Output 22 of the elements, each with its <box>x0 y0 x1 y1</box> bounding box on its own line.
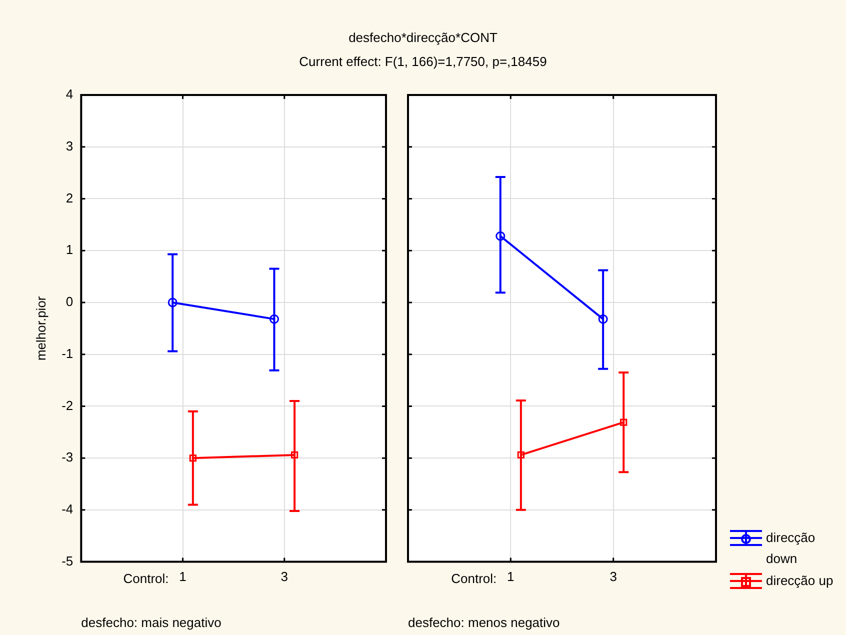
text: Control: <box>123 570 169 586</box>
y-tick-label: -5 <box>62 553 74 568</box>
y-tick-label: 3 <box>66 138 74 154</box>
y-axis-title: melhor.pior <box>33 296 48 361</box>
x-tick-label: 3 <box>610 569 617 584</box>
x-tick-label: 1 <box>507 569 514 584</box>
x-tick-label: 3 <box>280 569 288 584</box>
x-axis-title: desfecho: mais negativo <box>81 614 222 630</box>
text: desfecho*direcção*CONT <box>348 30 498 45</box>
y-tick-label: -2 <box>62 398 74 413</box>
x-axis-title: desfecho: menos negativo <box>408 614 560 630</box>
y-tick-label: -1 <box>62 346 74 361</box>
y-tick-label: -3 <box>62 450 74 465</box>
y-tick-label: 2 <box>66 190 74 206</box>
legend-label: direcção up <box>766 572 834 590</box>
text: Current effect: F(1, 166)=1,7750, p=,18459 <box>298 54 548 69</box>
y-tick-label: 1 <box>66 242 74 258</box>
y-tick-label: -4 <box>62 502 74 517</box>
y-tick-label: 0 <box>66 294 74 310</box>
y-tick-label: 4 <box>66 86 74 102</box>
text: Control: <box>451 570 497 586</box>
x-tick-label: 1 <box>179 569 186 584</box>
